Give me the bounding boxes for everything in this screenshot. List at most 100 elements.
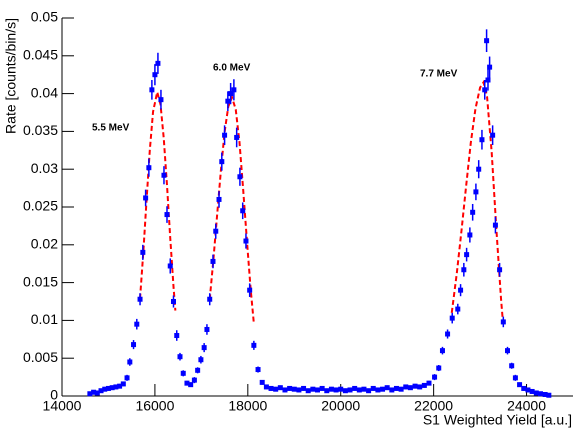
peak-label: 7.7 MeV <box>420 69 458 80</box>
data-point <box>500 319 506 325</box>
data-point <box>445 331 451 337</box>
data-point <box>492 222 498 228</box>
data-point <box>263 384 269 390</box>
data-point <box>222 132 228 138</box>
data-point <box>517 382 523 388</box>
data-point <box>461 267 467 273</box>
data-point <box>247 287 253 293</box>
data-point <box>124 375 130 381</box>
data-point <box>484 38 490 44</box>
data-point <box>140 249 146 255</box>
data-point <box>213 228 219 234</box>
y-tick-label: 0.03 <box>31 160 58 176</box>
data-point <box>291 386 297 392</box>
data-point <box>315 387 320 393</box>
data-point <box>240 208 246 214</box>
y-tick-label: 0.01 <box>31 311 58 327</box>
y-tick-label: 0.025 <box>23 198 58 214</box>
data-point <box>201 345 207 351</box>
data-point <box>102 386 108 392</box>
data-point <box>384 385 390 391</box>
data-point <box>195 367 201 373</box>
peak-label: 5.5 MeV <box>92 123 130 134</box>
data-point <box>439 348 445 354</box>
data-point <box>109 385 115 391</box>
data-point <box>333 387 339 393</box>
data-point <box>127 359 133 365</box>
data-point <box>161 172 167 178</box>
data-point <box>170 299 176 304</box>
data-point <box>421 382 427 388</box>
data-point <box>149 87 155 93</box>
data-point <box>225 98 231 104</box>
data-point <box>403 384 409 390</box>
data-point <box>94 390 100 396</box>
data-point <box>546 392 552 398</box>
data-point <box>504 348 510 354</box>
data-point <box>370 385 376 391</box>
data-point <box>398 386 404 392</box>
x-tick-label: 14000 <box>43 398 82 414</box>
data-point <box>529 388 535 394</box>
x-tick-label: 22000 <box>414 398 453 414</box>
data-point <box>91 389 97 395</box>
data-point <box>113 384 119 390</box>
data-point <box>152 72 158 78</box>
data-point <box>509 363 515 369</box>
data-point <box>237 174 243 180</box>
data-point <box>158 97 164 103</box>
data-point <box>198 357 204 363</box>
data-point <box>255 367 261 373</box>
y-axis-label: Rate [counts/bin/s] <box>3 18 19 134</box>
data-point <box>164 212 170 218</box>
x-tick-label: 16000 <box>135 398 174 414</box>
data-point <box>251 342 257 348</box>
data-point <box>380 386 386 392</box>
data-point <box>521 385 527 391</box>
x-tick-label: 18000 <box>228 398 267 414</box>
y-tick-label: 0.04 <box>31 84 58 100</box>
data-point <box>342 388 348 394</box>
data-point <box>542 391 548 397</box>
data-point <box>87 391 93 397</box>
data-point <box>137 296 143 302</box>
data-point <box>287 385 293 391</box>
data-point <box>356 387 362 393</box>
data-point <box>234 134 240 140</box>
data-point <box>407 385 413 391</box>
data-point <box>412 383 418 389</box>
data-point <box>497 267 503 273</box>
y-tick-label: 0.015 <box>23 273 58 289</box>
data-point <box>525 387 531 393</box>
data-point <box>296 387 302 393</box>
data-point <box>375 387 381 393</box>
data-point <box>98 388 104 394</box>
data-point <box>167 263 173 269</box>
data-point <box>426 380 432 386</box>
data-point <box>180 370 186 376</box>
data-point <box>328 386 334 392</box>
data-point <box>455 306 461 312</box>
data-point <box>228 91 234 97</box>
y-tick-label: 0.045 <box>23 47 58 63</box>
y-tick-label: 0.005 <box>23 349 58 365</box>
data-point <box>120 381 126 387</box>
data-point <box>184 380 190 386</box>
data-point <box>490 132 496 138</box>
data-point <box>146 165 152 171</box>
data-point <box>512 375 518 381</box>
data-point <box>155 60 161 66</box>
data-point <box>310 386 316 392</box>
x-tick-label: 20000 <box>321 398 360 414</box>
data-point <box>273 386 279 392</box>
data-point <box>204 326 210 332</box>
data-point <box>191 377 197 383</box>
data-point <box>393 385 399 391</box>
data-point <box>479 137 485 143</box>
data-point <box>467 232 473 238</box>
data-point <box>449 315 455 321</box>
data-point <box>482 87 488 93</box>
x-tick-label: 24000 <box>507 398 546 414</box>
